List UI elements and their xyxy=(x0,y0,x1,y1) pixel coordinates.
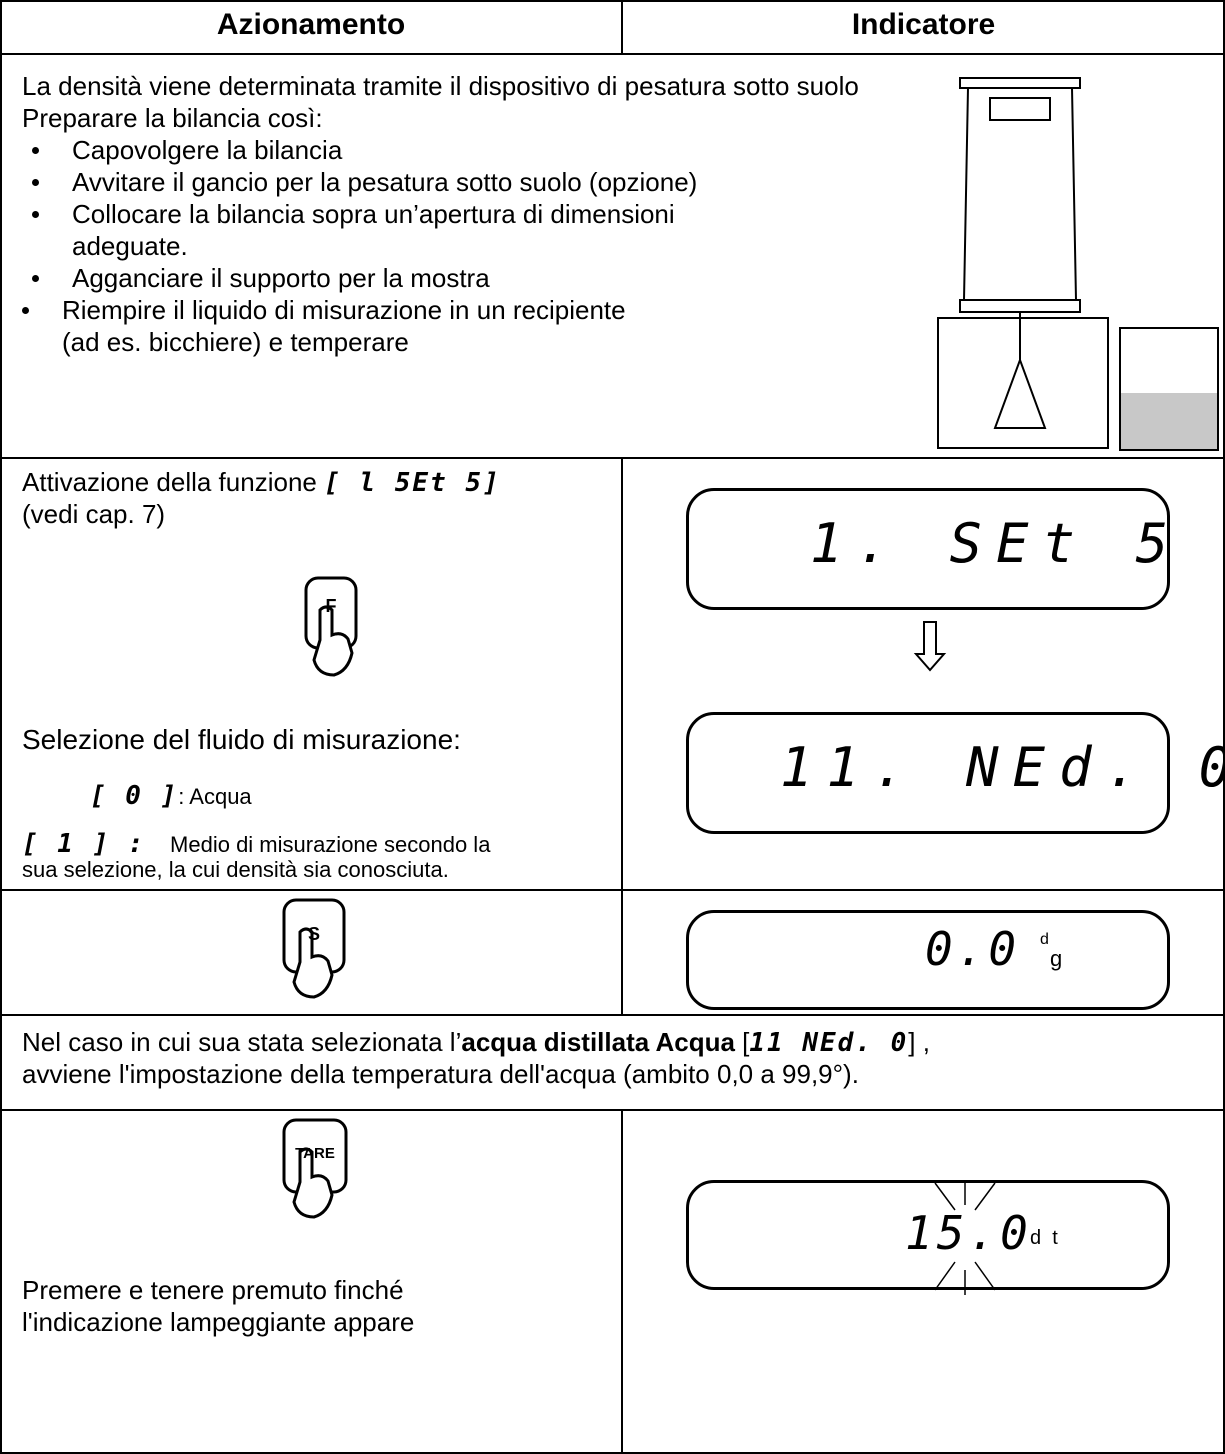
bullet: Avvitare il gancio per la pesatura sotto… xyxy=(31,167,698,197)
display-text: 15.0 xyxy=(905,1206,1032,1260)
arrow-down xyxy=(913,621,947,672)
bullet: Capovolgere la bilancia xyxy=(31,135,343,165)
text: La densità viene determinata tramite il … xyxy=(22,71,859,101)
text: [ xyxy=(742,1027,750,1057)
display xyxy=(686,488,1170,610)
unit: g xyxy=(1050,946,1063,971)
text: ] , xyxy=(908,1027,930,1057)
text: Attivazione della funzione xyxy=(22,467,317,497)
code: [ l 5Et 5] xyxy=(324,468,501,498)
display xyxy=(686,712,1170,834)
text: : Acqua xyxy=(178,784,252,809)
text: (vedi cap. 7) xyxy=(22,499,166,529)
header: Indicatore xyxy=(851,8,996,41)
text: avviene l'impostazione della temperatura… xyxy=(22,1059,859,1089)
text: (ad es. bicchiere) e temperare xyxy=(62,327,409,357)
text: [ 0 ]: Acqua xyxy=(90,780,252,813)
text: Selezione del fluido di misurazione: xyxy=(22,724,461,755)
display xyxy=(686,1180,1170,1290)
flash-lines xyxy=(934,1180,996,1295)
display-text: 11. NEd. 0 xyxy=(780,736,1225,799)
bullet: Riempire il liquido di misurazione in un… xyxy=(22,295,626,325)
unit: d xyxy=(1040,931,1049,948)
text: Premere e tenere premuto finché xyxy=(22,1275,404,1305)
scale-illustration xyxy=(937,77,1219,451)
unit: d t xyxy=(1030,1227,1058,1249)
code: 11 NEd. 0 xyxy=(749,1028,909,1058)
display xyxy=(686,910,1170,1010)
bullet: Agganciare il supporto per la mostra xyxy=(32,263,490,293)
text: adeguate. xyxy=(72,231,188,261)
text: Nel caso in cui sua stata selezionata l’ xyxy=(22,1027,462,1057)
code: [ 0 ] xyxy=(90,781,179,811)
key-icons xyxy=(282,576,358,1219)
text: l'indicazione lampeggiante appare xyxy=(22,1307,415,1337)
text: Preparare la bilancia così: xyxy=(22,103,323,133)
text: [ 1 ] : Medio di misurazione secondo la xyxy=(22,828,490,861)
bullet: Collocare la bilancia sopra un’apertura … xyxy=(32,199,675,229)
header: Azionamento xyxy=(216,8,406,41)
text: Attivazione della funzione [ l 5Et 5] xyxy=(22,466,501,499)
key-label: F xyxy=(325,596,337,616)
text: sua selezione, la cui densità sia conosc… xyxy=(22,857,449,882)
text: Medio di misurazione secondo la xyxy=(170,832,491,857)
key-label: TARE xyxy=(295,1145,335,1162)
key-label: S xyxy=(307,924,320,944)
code: [ 1 ] : xyxy=(22,829,146,859)
display-text: 0.0 xyxy=(925,922,1021,976)
text: Nel caso in cui sua stata selezionata l’… xyxy=(22,1026,930,1059)
display-text: 1. SEt 5 xyxy=(810,512,1183,575)
text: acqua distillata Acqua xyxy=(461,1027,735,1057)
